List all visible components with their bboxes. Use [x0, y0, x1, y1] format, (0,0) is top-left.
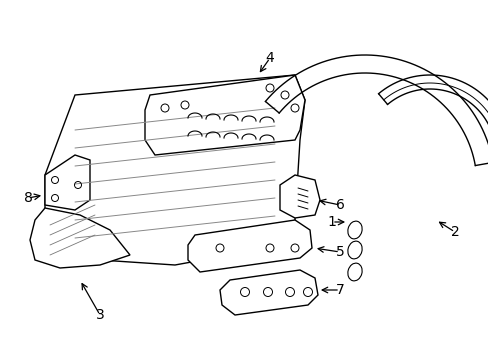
Text: 4: 4	[265, 51, 274, 65]
Ellipse shape	[347, 241, 362, 259]
Text: 2: 2	[450, 225, 458, 239]
Ellipse shape	[347, 263, 362, 281]
Polygon shape	[145, 75, 305, 155]
Polygon shape	[280, 175, 319, 218]
Polygon shape	[45, 155, 90, 210]
Text: 3: 3	[96, 308, 104, 322]
Polygon shape	[220, 270, 317, 315]
Text: 7: 7	[335, 283, 344, 297]
Polygon shape	[30, 208, 130, 268]
Ellipse shape	[347, 221, 362, 239]
Text: 6: 6	[335, 198, 344, 212]
Text: 5: 5	[335, 245, 344, 259]
Polygon shape	[45, 75, 305, 265]
Polygon shape	[187, 220, 311, 272]
Text: 1: 1	[327, 215, 336, 229]
Text: 8: 8	[23, 191, 32, 205]
